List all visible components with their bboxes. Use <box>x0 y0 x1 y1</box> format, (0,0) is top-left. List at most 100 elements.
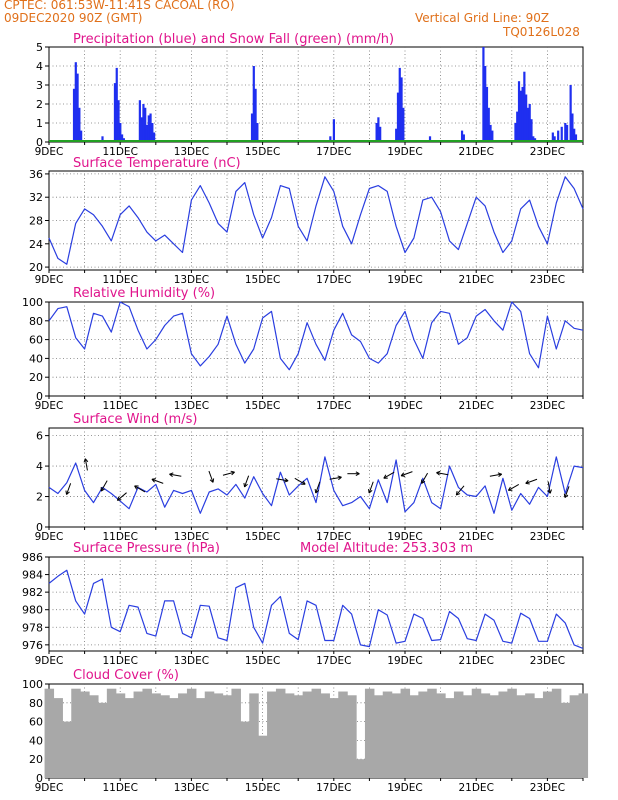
wind-arrow <box>222 470 235 476</box>
wind-arrow-shaft <box>489 473 502 477</box>
wind-xtick-label: 9DEC <box>35 531 64 543</box>
temp-ytick-label: 36 <box>29 168 43 181</box>
temp-xtick-label: 13DEC <box>174 274 209 286</box>
rh-grid <box>49 302 583 396</box>
wind-arrow <box>421 472 429 484</box>
wind-arrow-head <box>455 491 458 496</box>
cloud-bar <box>124 698 135 778</box>
precip-bar <box>571 113 574 142</box>
cloud-bar <box>62 721 72 778</box>
wind-arrow-head <box>564 494 569 498</box>
temp-line <box>48 176 584 265</box>
cloud-bar <box>551 688 562 778</box>
precip-bar <box>120 134 124 142</box>
precip-xtick-label: 11DEC <box>102 146 137 158</box>
precip-bar <box>560 126 563 142</box>
wind-arrow-head <box>134 485 138 490</box>
temp-xtick-label: 17DEC <box>316 274 351 286</box>
cloud-bar <box>222 695 233 778</box>
wind-arrow-head <box>212 478 215 483</box>
rh-frame <box>48 301 584 397</box>
wind-arrow-head <box>66 491 70 495</box>
precip-bar <box>482 47 485 142</box>
wind-arrow-head <box>83 458 86 463</box>
precip-bar <box>138 100 141 142</box>
wind-arrow-head <box>284 477 289 482</box>
precip-xtick-label: 19DEC <box>387 146 422 158</box>
cloud-bar <box>364 688 375 778</box>
wind-arrow-head <box>284 480 289 483</box>
precip-ytick-label: 3 <box>36 79 43 92</box>
precip-bar <box>487 107 490 142</box>
wind-arrow <box>347 471 360 477</box>
cloud-xtick-label: 21DEC <box>458 782 493 794</box>
precip-bar <box>149 113 152 142</box>
cloud-bar <box>240 721 250 778</box>
cloud-bar <box>427 688 437 778</box>
wind-arrow-head <box>507 486 511 491</box>
wind-arrow-head <box>244 483 248 488</box>
wind-arrow <box>455 485 465 496</box>
wind-arrow-head <box>383 474 387 479</box>
precip-bar <box>151 123 154 142</box>
precip-bar <box>569 85 572 142</box>
cloud-bar <box>275 688 286 778</box>
cloud-bar <box>347 695 357 778</box>
rh-ytick-label: 0 <box>36 390 43 403</box>
wind-arrow-shaft <box>564 486 570 498</box>
wind-arrow-shaft <box>508 483 520 491</box>
cloud-bar <box>436 693 446 778</box>
cloud-bar <box>542 691 553 778</box>
wind-arrow-shaft <box>276 478 289 482</box>
wind-panel: 0 2 4 6 9DEC 11DEC 13DEC 15DEC 17DEC 19DEC 21DEC 23… <box>35 412 584 543</box>
precip-bar <box>519 90 522 142</box>
wind-arrow-head <box>338 476 342 481</box>
cloud-ytick-label: 100 <box>22 678 43 691</box>
precip-bar <box>80 130 83 142</box>
cloud-panel: 0 20 40 60 80 100 9DEC 11DEC 13DEC 15DEC 17DEC 19DE… <box>22 668 589 794</box>
wind-arrow-head <box>117 499 122 501</box>
wind-arrow <box>507 483 520 491</box>
rh-xtick-label: 19DEC <box>387 400 422 412</box>
cloud-bar <box>418 691 428 778</box>
cloud-bar <box>356 759 366 778</box>
pres-grid <box>49 557 583 651</box>
cloud-ytick-label: 80 <box>29 697 43 710</box>
wind-arrow-shaft <box>525 478 538 484</box>
precip-bar <box>101 136 104 142</box>
cloud-bar <box>133 691 144 778</box>
precip-bar <box>144 107 147 142</box>
wind-arrow-head <box>337 475 342 478</box>
wind-arrow <box>329 475 342 481</box>
cloud-xtick-label: 11DEC <box>102 782 137 794</box>
precip-bar <box>377 117 380 142</box>
wind-arrow <box>169 472 182 478</box>
wind-arrow-head <box>314 489 317 494</box>
cloud-bar <box>391 693 402 778</box>
pres-xtick-label: 19DEC <box>387 655 422 667</box>
precip-bar <box>574 134 578 142</box>
wind-arrow-head <box>231 471 235 476</box>
pres-ytick-label: 982 <box>22 586 43 599</box>
precip-bar <box>254 88 257 142</box>
cloud-bar <box>204 691 215 778</box>
cloud-bar <box>44 688 55 778</box>
precip-bar <box>398 67 401 142</box>
wind-arrow-head <box>100 488 105 492</box>
precip-bar <box>462 134 465 142</box>
wind-arrow-shaft <box>244 475 250 488</box>
pres-xtick-label: 13DEC <box>174 655 209 667</box>
rh-xtick-label: 21DEC <box>458 400 493 412</box>
rh-xtick-label: 11DEC <box>102 400 137 412</box>
wind-arrow-shaft <box>84 458 88 471</box>
cloud-bar <box>578 693 589 778</box>
wind-arrow-head <box>243 482 246 488</box>
precip-bar <box>117 100 120 142</box>
station-info: CPTEC: 061:53W-11:41S CACOAL (RO) <box>4 0 235 12</box>
wind-xtick-label: 13DEC <box>174 531 209 543</box>
precip-bar <box>379 126 382 142</box>
cloud-bar <box>195 698 206 778</box>
cloud-bar <box>445 698 455 778</box>
cloud-bar <box>409 695 419 778</box>
cloud-xtick-label: 13DEC <box>174 782 209 794</box>
